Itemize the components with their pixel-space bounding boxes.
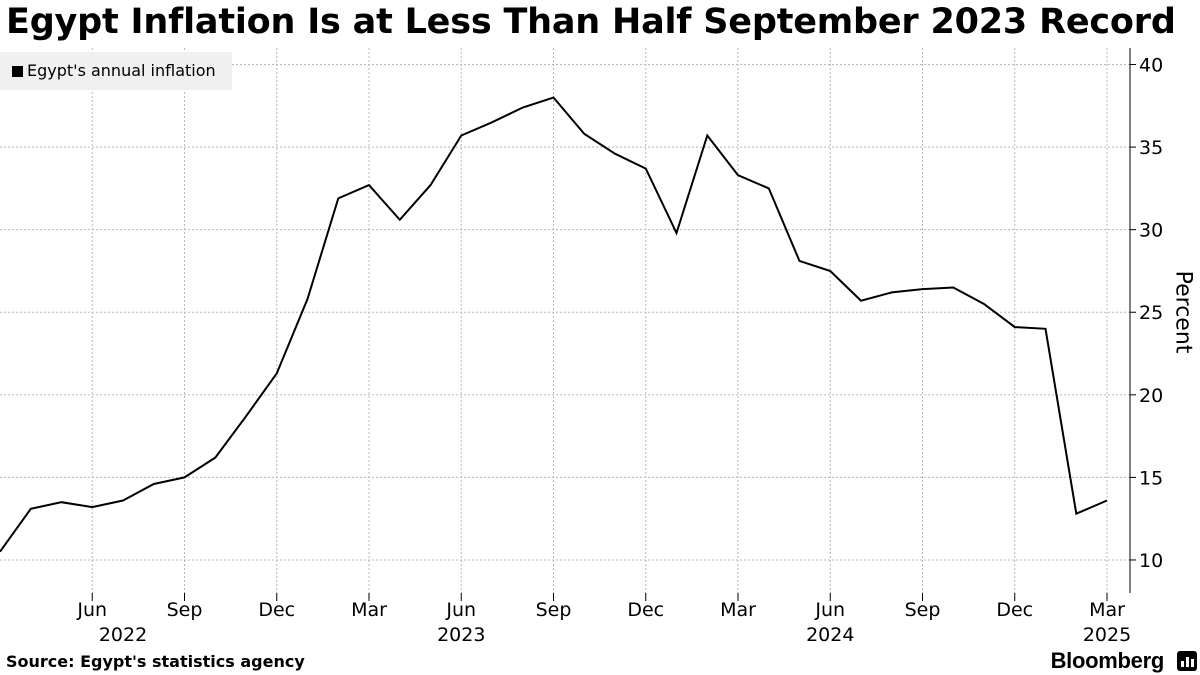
y-tick-label: 35	[1139, 137, 1163, 159]
x-tick-label: Mar	[351, 599, 387, 621]
y-tick-label: 25	[1139, 302, 1163, 324]
bloomberg-logo-icon	[1177, 651, 1197, 671]
legend-swatch	[12, 66, 23, 77]
y-tick-label: 40	[1139, 55, 1163, 77]
legend-label: Egypt's annual inflation	[27, 61, 216, 80]
x-year-label: 2023	[437, 624, 485, 646]
y-tick-label: 15	[1139, 467, 1163, 489]
y-axis: 10 15 20 25 30 35 40	[1129, 48, 1163, 593]
y-tick-label: 10	[1139, 550, 1163, 572]
x-axis: Jun Sep Dec Mar Jun Sep Dec Mar Jun Sep Dec Mar 2022…	[76, 593, 1131, 646]
x-tick-label: Jun	[76, 599, 107, 621]
brand-name: Bloomberg	[1050, 648, 1165, 673]
y-tick-label: 30	[1139, 220, 1163, 242]
x-tick-label: Jun	[814, 599, 845, 621]
x-tick-label: Sep	[536, 599, 572, 621]
grid	[0, 48, 1130, 593]
source-note: Source: Egypt's statistics agency	[6, 652, 305, 671]
series-group	[0, 96, 1108, 553]
x-tick-label: Sep	[905, 599, 941, 621]
x-year-label: 2025	[1083, 624, 1131, 646]
x-tick-label: Jun	[445, 599, 476, 621]
y-tick-label: 20	[1139, 385, 1163, 407]
y-axis-label: Percent	[1170, 270, 1196, 354]
chart-title: Egypt Inflation Is at Less Than Half Sep…	[6, 2, 1176, 42]
x-tick-label: Sep	[167, 599, 203, 621]
x-year-label: 2024	[806, 624, 854, 646]
x-tick-label: Dec	[627, 599, 664, 621]
x-tick-label: Mar	[720, 599, 756, 621]
x-tick-label: Mar	[1089, 599, 1125, 621]
x-year-label: 2022	[99, 624, 147, 646]
x-tick-label: Dec	[996, 599, 1033, 621]
x-tick-label: Dec	[258, 599, 295, 621]
series-line-egypt-inflation	[0, 96, 1108, 553]
legend	[0, 52, 232, 90]
